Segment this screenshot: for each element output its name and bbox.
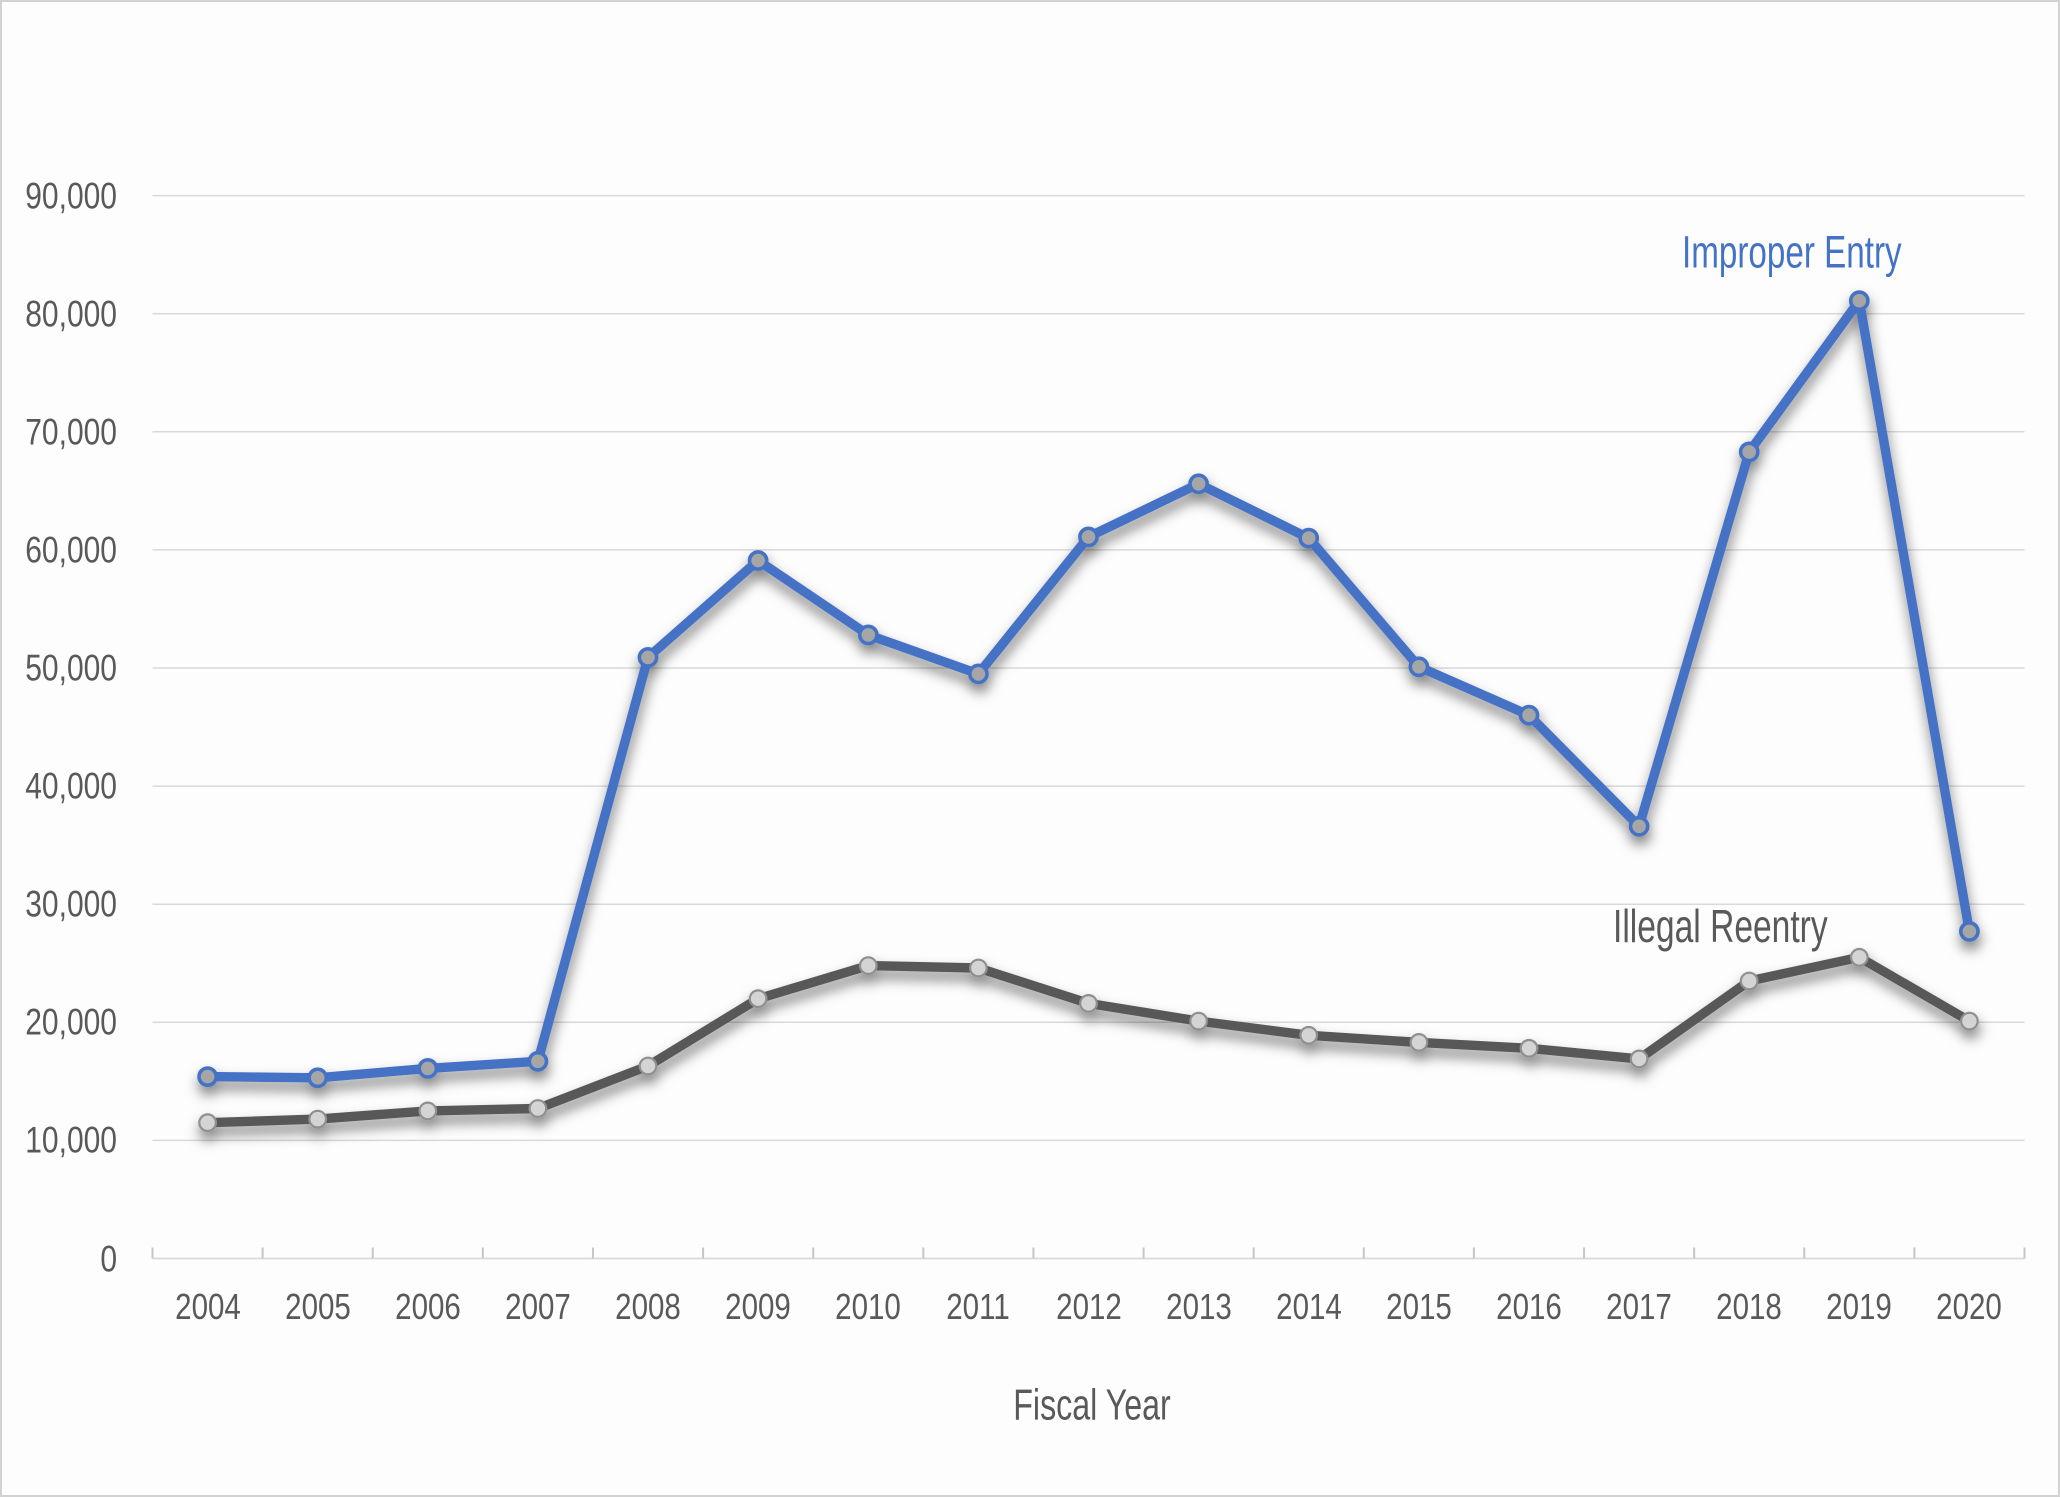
x-axis-tick-label: 2010 [835, 1286, 902, 1327]
data-point-marker [1518, 704, 1540, 726]
y-axis-tick-label: 0 [100, 1236, 117, 1279]
data-point-marker [1299, 1025, 1319, 1045]
x-axis-tick-label: 2012 [1055, 1286, 1122, 1327]
data-point-marker [1079, 994, 1098, 1013]
data-point-marker [418, 1101, 438, 1121]
data-point-marker [1409, 1032, 1429, 1052]
x-axis-tick-label: 2004 [174, 1286, 241, 1327]
x-axis-tick-label: 2007 [505, 1286, 571, 1327]
x-axis-tick-label: 2017 [1606, 1286, 1672, 1327]
y-axis-tick-label: 90,000 [25, 173, 117, 216]
data-point-marker [1189, 1011, 1208, 1031]
data-point-marker [528, 1099, 548, 1118]
data-point-marker [1078, 526, 1099, 548]
y-axis-tick-label: 30,000 [25, 882, 117, 925]
data-point-marker [1959, 921, 1980, 942]
x-axis-tick-label: 2011 [946, 1286, 1011, 1327]
data-point-marker [1849, 947, 1869, 967]
data-point-marker [1188, 473, 1210, 495]
y-axis-tick-label: 80,000 [25, 291, 117, 334]
data-point-marker [308, 1109, 328, 1129]
x-axis-tick-label: 2006 [394, 1286, 461, 1327]
x-axis-title: Fiscal Year [1013, 1381, 1171, 1430]
x-axis-tick-label: 2015 [1386, 1286, 1452, 1327]
x-axis [151, 1247, 2026, 1260]
data-point-marker [747, 550, 769, 571]
series-lines [197, 290, 1980, 1133]
series-line [202, 952, 1975, 1128]
data-point-marker [748, 989, 768, 1009]
data-point-marker [417, 1058, 439, 1079]
data-point-marker [858, 956, 878, 975]
x-axis-tick-label: 2019 [1826, 1286, 1893, 1327]
x-axis-tick-label: 2009 [725, 1286, 791, 1327]
data-point-marker [969, 958, 988, 978]
data-point-marker [198, 1113, 218, 1133]
series-improper-entry [197, 290, 1980, 1089]
data-point-marker [638, 1056, 658, 1076]
data-point-marker [968, 663, 989, 685]
data-point-marker [1738, 441, 1760, 463]
gridlines [152, 194, 2025, 1142]
data-point-marker [527, 1050, 549, 1072]
data-point-marker [1408, 656, 1430, 678]
data-point-marker [637, 647, 659, 668]
data-point-marker [1739, 971, 1759, 991]
x-axis-tick-label: 2014 [1275, 1286, 1342, 1327]
data-point-marker [1848, 290, 1870, 312]
y-axis-tick-label: 10,000 [25, 1118, 117, 1161]
series-label-improper-entry: Improper Entry [1682, 226, 1902, 278]
x-axis-tick-label: 2018 [1716, 1286, 1783, 1327]
x-axis-tick-label: 2020 [1936, 1286, 2003, 1327]
data-point-marker [1629, 1049, 1649, 1069]
series-label-illegal-reentry: Illegal Reentry [1613, 900, 1828, 952]
x-axis-tick-label: 2008 [615, 1286, 681, 1327]
data-point-marker [197, 1066, 219, 1088]
x-axis-tick-label: 2005 [284, 1286, 351, 1327]
series-line [202, 296, 1975, 1083]
y-axis-tick-label: 60,000 [25, 528, 117, 571]
data-point-marker [857, 624, 879, 646]
y-axis-tick-label: 40,000 [25, 764, 117, 807]
y-axis-tick-label: 20,000 [25, 1000, 117, 1043]
data-point-marker [1519, 1038, 1539, 1058]
data-point-marker [1298, 527, 1320, 549]
y-axis-tick-label: 70,000 [25, 410, 117, 453]
x-axis-tick-label: 2013 [1165, 1286, 1232, 1327]
data-point-marker [1628, 815, 1650, 837]
x-axis-tick-label: 2016 [1496, 1286, 1562, 1327]
y-axis-tick-label: 50,000 [25, 646, 117, 689]
data-point-marker [1959, 1011, 1979, 1031]
series-illegal-reentry [198, 947, 1979, 1133]
data-point-marker [307, 1067, 329, 1089]
